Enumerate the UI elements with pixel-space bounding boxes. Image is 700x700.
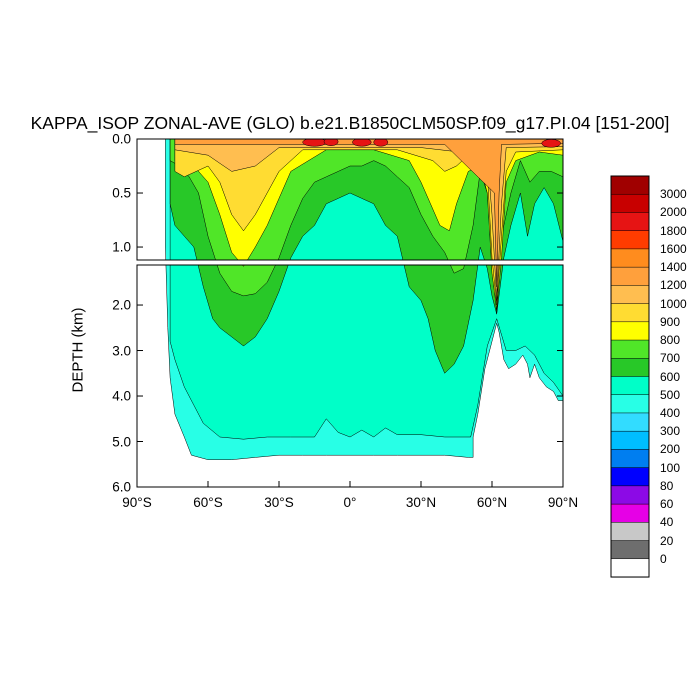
contour-600-700-lower	[197, 265, 504, 374]
x-tick-label: 90°N	[547, 495, 579, 510]
colorbar-swatch	[610, 193, 650, 214]
colorbar-swatch	[610, 339, 650, 359]
colorbar-swatch	[610, 430, 650, 450]
colorbar-label: 1400	[660, 260, 687, 275]
colorbar-swatch	[610, 230, 650, 250]
colorbar-swatch	[610, 503, 650, 523]
colorbar-label: 300	[660, 424, 681, 439]
colorbar-label: 1000	[660, 296, 687, 311]
surface-max-core-2	[323, 139, 339, 146]
colorbar-swatch	[610, 449, 650, 469]
upper-panel-frame	[136, 138, 564, 261]
colorbar-label: 200	[660, 442, 681, 457]
y-tick-label: 5.0	[112, 434, 131, 449]
colorbar-swatch	[610, 522, 650, 542]
colorbar-swatch	[610, 485, 650, 505]
x-tick-label: 90°S	[122, 495, 152, 510]
colorbar-label: 600	[660, 369, 681, 384]
y-tick-label: 0.5	[112, 185, 131, 201]
y-tick-label: 3.0	[112, 343, 131, 359]
colorbar-swatch	[610, 467, 650, 487]
x-tick-label: 0°	[343, 495, 357, 510]
colorbar-label: 700	[660, 351, 681, 366]
y-tick-label: 6.0	[112, 479, 131, 495]
colorbar-frame	[610, 175, 650, 578]
surface-max-core-4	[373, 139, 389, 147]
chart-title: KAPPA_ISOP ZONAL-AVE (GLO) b.e21.B1850CL…	[30, 113, 670, 133]
colorbar-label: 800	[660, 333, 681, 348]
surface-max-core-3	[352, 139, 372, 147]
colorbar-label: 40	[660, 515, 674, 530]
colorbar-label: 80	[660, 478, 674, 493]
x-tick-label: 30°S	[264, 495, 294, 510]
colorbar-label: 2000	[660, 205, 687, 220]
colorbar-label: 0	[660, 551, 667, 566]
colorbar-swatch	[610, 266, 650, 286]
colorbar-label: 500	[660, 387, 681, 402]
colorbar-swatch	[610, 540, 650, 560]
colorbar-label: 20	[660, 533, 674, 548]
colorbar-swatch	[610, 394, 650, 414]
colorbar-swatch	[610, 175, 650, 195]
y-tick-label: 0.0	[112, 131, 131, 147]
colorbar-swatch	[610, 321, 650, 341]
colorbar-label: 1800	[660, 223, 687, 238]
y-tick-label: 2.0	[112, 297, 131, 313]
x-tick-label: 30°N	[405, 495, 437, 510]
surface-max-core-5	[541, 139, 561, 148]
colorbar-swatch	[610, 376, 650, 396]
colorbar-swatch	[610, 303, 650, 323]
colorbar-label: 60	[660, 497, 674, 512]
colorbar-swatch	[610, 248, 650, 268]
x-tick-label: 60°N	[476, 495, 508, 510]
colorbar-swatch	[610, 212, 650, 232]
contour-1200-1400-lower	[495, 265, 498, 287]
contour-700-800-lower	[216, 265, 500, 315]
colorbar-swatch	[610, 358, 650, 378]
colorbar-label: 100	[660, 460, 681, 475]
colorbar-swatch	[610, 285, 650, 305]
colorbar-label: 900	[660, 314, 681, 329]
x-tick-label: 60°S	[193, 495, 223, 510]
colorbar-swatch	[610, 558, 650, 578]
colorbar-swatch	[610, 412, 650, 432]
colorbar-label: 400	[660, 405, 681, 420]
contour-900-1000-upper	[174, 139, 563, 260]
colorbar-label: 1600	[660, 241, 687, 256]
y-tick-label: 1.0	[112, 239, 131, 255]
colorbar-label: 3000	[660, 187, 687, 202]
y-tick-label: 4.0	[112, 388, 131, 404]
colorbar-label: 1200	[660, 278, 687, 293]
